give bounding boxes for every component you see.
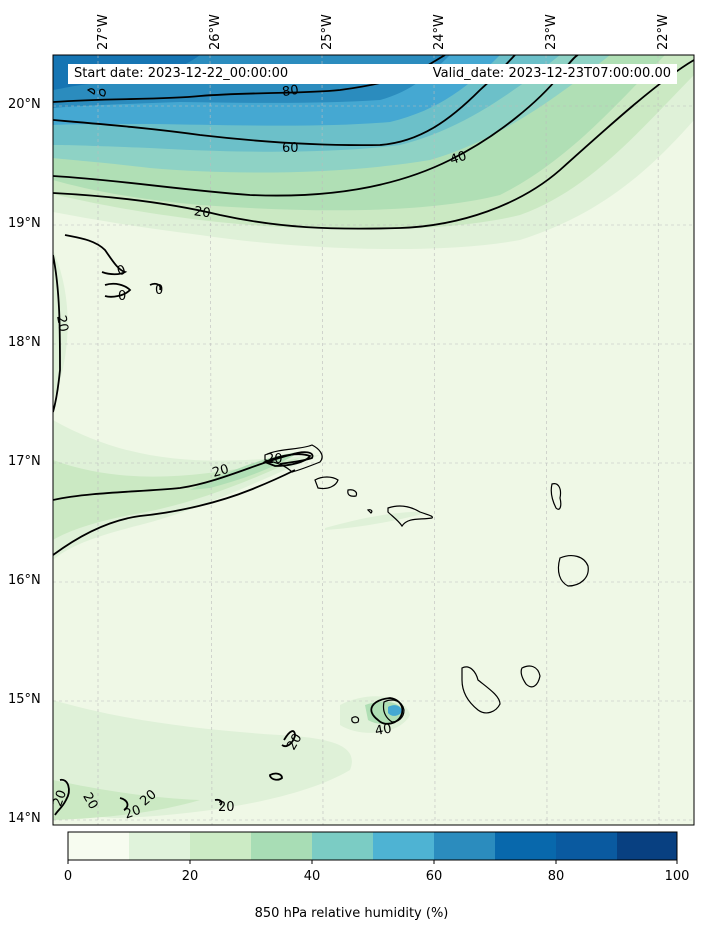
contour-label: 0	[155, 283, 163, 298]
colorbar-tick-label: 60	[425, 869, 443, 884]
lat-label: 15°N	[8, 692, 41, 707]
colorbar-segment-0	[68, 832, 129, 860]
contour-20-south-3	[269, 772, 283, 781]
contour-0-1	[64, 234, 128, 276]
island-maio	[520, 665, 541, 688]
map-frame	[52, 54, 695, 826]
island-santiago	[461, 666, 501, 714]
contour-20-brava	[281, 730, 296, 748]
lon-label: 25°W	[320, 14, 335, 50]
colorbar-tick-label: 40	[303, 869, 321, 884]
contour-label: 20	[266, 452, 283, 467]
colorbar-frame	[67, 831, 678, 861]
lat-label: 16°N	[8, 573, 41, 588]
contour-label: 20	[211, 462, 231, 481]
contour-60	[53, 55, 516, 147]
island-sal	[550, 483, 562, 510]
contour-label: 60	[282, 141, 299, 156]
coastlines	[86, 88, 589, 724]
contour-20-left	[53, 254, 61, 413]
contour-20-band-bottom	[53, 469, 296, 556]
contour-20-south-2	[119, 797, 129, 811]
island-santo-antao	[264, 444, 323, 473]
island-north-1	[86, 88, 96, 95]
contour-label: 80	[281, 83, 299, 100]
island-santa-luzia	[347, 489, 358, 497]
island-sao-vicente	[314, 476, 339, 490]
contour-label: 20	[79, 790, 100, 812]
colorbar	[67, 831, 678, 864]
lon-label: 23°W	[544, 14, 559, 50]
lon-label: 24°W	[432, 14, 447, 50]
island-raso	[366, 509, 373, 514]
contour-label: 20	[193, 204, 211, 221]
humidity-band-fogo-60	[388, 705, 402, 716]
contour-label: 40	[448, 149, 468, 168]
contour-label: 20	[122, 803, 143, 823]
contour-20-south-4	[214, 798, 223, 806]
island-north-2	[99, 88, 106, 97]
colorbar-segment-6	[434, 832, 495, 860]
colorbar-label: 850 hPa relative humidity (%)	[254, 906, 449, 921]
humidity-band-south-20	[53, 780, 200, 820]
island-boavista	[557, 555, 589, 587]
lat-label: 14°N	[8, 811, 41, 826]
island-fogo	[382, 699, 405, 723]
lon-label: 22°W	[656, 14, 671, 50]
contour-label: 40	[374, 721, 393, 739]
island-sao-nicolau	[387, 505, 433, 528]
graticule	[53, 55, 694, 825]
colorbar-segment-3	[251, 832, 312, 860]
contour-label: 20	[53, 314, 71, 333]
colorbar-tick-label: 100	[664, 869, 690, 884]
contour-20-fogo	[370, 697, 404, 725]
colorbar-segment-2	[190, 832, 251, 860]
contour-20-south-1	[54, 778, 70, 816]
lat-label: 18°N	[8, 335, 41, 350]
humidity-field: 80 60 40 20 20 0 0 0 20 20 40 20 20 20 2…	[50, 55, 694, 825]
start-date-text: Start date: 2023-12-22_00:00:00	[74, 66, 289, 81]
colorbar-tick-label: 20	[181, 869, 199, 884]
lon-label: 26°W	[208, 14, 223, 50]
colorbar-segment-4	[312, 832, 373, 860]
contour-label: 20	[218, 800, 235, 815]
contour-label: 0	[118, 289, 126, 304]
contour-label: 20	[284, 731, 305, 753]
lat-label: 20°N	[8, 97, 41, 112]
colorbar-segment-7	[495, 832, 556, 860]
lat-label: 19°N	[8, 216, 41, 231]
island-brava	[351, 716, 360, 724]
contour-0-3	[149, 282, 162, 291]
colorbar-segment-8	[556, 832, 617, 860]
colorbar-segment-9	[617, 832, 677, 860]
colorbar-tick-label: 0	[63, 869, 73, 884]
humidity-band-south-10	[53, 700, 352, 818]
lon-label: 27°W	[96, 14, 111, 50]
colorbar-tick-marks	[67, 860, 678, 864]
colorbar-segment-5	[373, 832, 434, 860]
colorbar-segment-1	[129, 832, 190, 860]
lat-label: 17°N	[8, 454, 41, 469]
contour-lines	[53, 55, 694, 816]
valid-date-text: Valid_date: 2023-12-23T07:00:00.00	[432, 66, 671, 81]
contour-label: 20	[50, 788, 70, 809]
date-info-box: Start date: 2023-12-22_00:00:00 Valid_da…	[68, 64, 677, 84]
contour-0-2	[104, 282, 132, 298]
humidity-band-mid-10	[325, 511, 430, 530]
colorbar-tick-label: 80	[547, 869, 565, 884]
contour-20-north	[53, 59, 694, 230]
